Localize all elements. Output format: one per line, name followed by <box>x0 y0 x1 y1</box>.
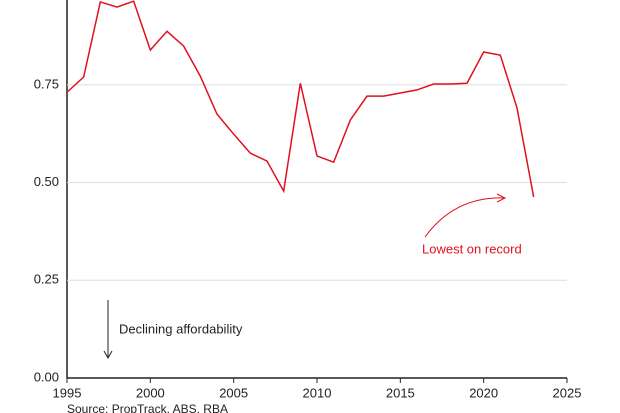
annotation-arrow <box>103 300 113 360</box>
x-tick-label: 1995 <box>53 385 82 400</box>
x-tick-label: 2015 <box>386 385 415 400</box>
x-tick-label: 2020 <box>469 385 498 400</box>
y-tick-label: 0.25 <box>34 272 59 287</box>
source: Source: PropTrack, ABS, RBA <box>67 402 228 413</box>
y-tick-label: 0.00 <box>34 369 59 384</box>
annotation: Declining affordability <box>119 321 243 336</box>
x-tick-label: 2010 <box>303 385 332 400</box>
annotation: Lowest on record <box>422 241 522 256</box>
x-tick-label: 2025 <box>553 385 582 400</box>
y-tick-label: 0.75 <box>34 76 59 91</box>
x-tick-label: 2005 <box>219 385 248 400</box>
annotation-arrowhead <box>496 193 507 203</box>
line <box>66 0 535 198</box>
y-tick-label: 0.50 <box>34 174 59 189</box>
x-tick-label: 2000 <box>136 385 165 400</box>
annotation-arrow <box>424 197 506 238</box>
